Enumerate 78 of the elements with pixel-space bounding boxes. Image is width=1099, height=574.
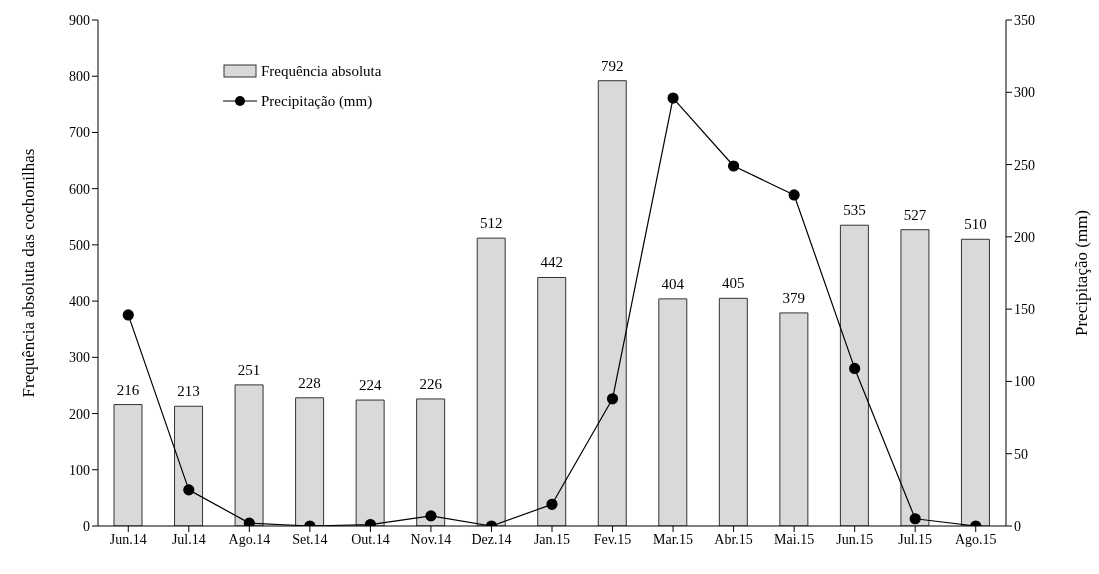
point	[909, 513, 921, 525]
x-tick-label: Jun.14	[109, 531, 147, 547]
y-tick-label: 200	[69, 406, 90, 422]
point	[849, 362, 861, 375]
data-label: 792	[601, 57, 624, 74]
data-label: 213	[177, 383, 200, 400]
x-tick-label: Jun.15	[836, 531, 874, 547]
data-label: 442	[540, 254, 563, 271]
x-tick-label: Ago.15	[954, 531, 997, 547]
y-tick-label: 900	[69, 12, 90, 28]
bar	[597, 80, 627, 526]
data-label: 512	[479, 215, 503, 232]
y2-tick-label: 250	[1014, 157, 1035, 173]
y-tick-label: 600	[69, 181, 90, 197]
x-tick-label: Jul.14	[171, 531, 206, 547]
data-label: 404	[661, 275, 685, 292]
data-label: 527	[903, 206, 927, 223]
data-label: 251	[237, 361, 261, 378]
x-tick-label: Mar.15	[653, 531, 694, 547]
bar	[355, 399, 385, 526]
bar	[658, 298, 688, 526]
y2-tick-label: 300	[1014, 85, 1035, 101]
bar	[537, 277, 567, 526]
point	[667, 92, 679, 104]
y2-tick-label: 350	[1014, 12, 1035, 28]
y-tick-label: 400	[69, 294, 90, 310]
y2-tick-label: 0	[1014, 518, 1021, 534]
x-tick-label: Fev.15	[593, 531, 632, 547]
y-tick-label: 800	[69, 69, 90, 85]
bar	[900, 229, 930, 526]
data-label: 379	[782, 289, 806, 306]
y-tick-label: 700	[69, 125, 90, 141]
bar	[839, 224, 869, 526]
y-tick-label: 0	[83, 518, 90, 534]
bar	[234, 384, 264, 526]
legend-label: Frequência absoluta	[261, 62, 382, 80]
point	[122, 309, 134, 321]
y2-axis-title: Precipitação (mm)	[1072, 209, 1092, 337]
x-tick-label: Ago.14	[228, 531, 271, 547]
bar	[779, 312, 809, 526]
bar	[416, 398, 446, 526]
x-tick-label: Out.14	[351, 531, 390, 547]
y-tick-label: 100	[69, 462, 90, 478]
bar	[174, 405, 204, 526]
data-label: 228	[298, 374, 321, 391]
bar	[295, 397, 325, 526]
point	[183, 484, 195, 496]
legend-label: Precipitação (mm)	[261, 92, 373, 110]
point	[728, 160, 740, 172]
x-tick-label: Set.14	[292, 531, 328, 547]
x-tick-label: Abr.15	[714, 531, 753, 547]
point	[788, 189, 800, 201]
point	[606, 393, 619, 405]
bar	[113, 404, 143, 526]
y2-tick-label: 150	[1014, 302, 1035, 318]
data-label: 510	[964, 216, 987, 233]
bar	[476, 237, 506, 526]
data-label: 226	[419, 375, 443, 392]
y-axis-title: Frequência absoluta das cochonilhas	[19, 148, 39, 398]
x-tick-label: Dez.14	[471, 531, 512, 547]
bar	[718, 297, 748, 526]
y2-tick-label: 200	[1014, 229, 1035, 245]
x-tick-label: Jul.15	[898, 531, 933, 547]
bar	[960, 238, 990, 526]
x-tick-label: Jan.15	[533, 531, 571, 547]
y2-tick-label: 50	[1014, 446, 1028, 462]
point	[546, 498, 558, 510]
data-label: 224	[358, 377, 382, 394]
point	[243, 517, 255, 526]
data-label: 405	[722, 275, 745, 292]
x-tick-label: Mai.15	[774, 531, 815, 547]
x-tick-label: Nov.14	[410, 531, 452, 547]
data-label: 535	[843, 202, 866, 219]
y-tick-label: 500	[69, 237, 90, 253]
point	[425, 510, 437, 522]
y-tick-label: 300	[69, 350, 90, 366]
data-label: 216	[116, 381, 140, 398]
y2-tick-label: 100	[1014, 374, 1035, 390]
